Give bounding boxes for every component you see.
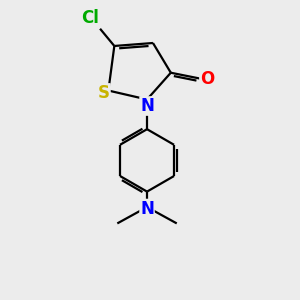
Text: N: N bbox=[140, 97, 154, 115]
Text: O: O bbox=[200, 70, 214, 88]
Text: Cl: Cl bbox=[82, 9, 100, 27]
Text: N: N bbox=[140, 200, 154, 217]
Text: S: S bbox=[98, 84, 110, 102]
